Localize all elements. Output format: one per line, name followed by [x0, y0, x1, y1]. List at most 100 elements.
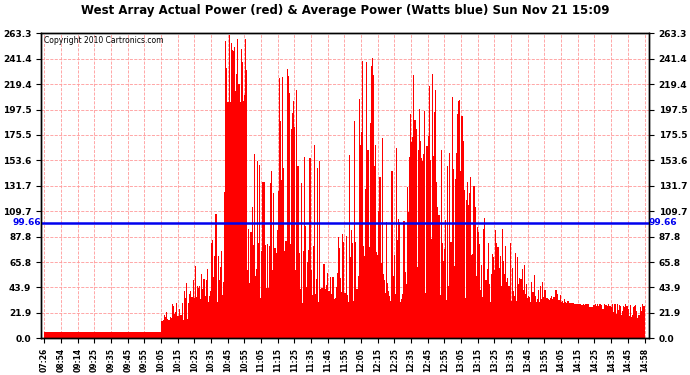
Bar	[52, 333, 54, 338]
Bar	[558, 300, 559, 338]
Bar	[514, 296, 515, 338]
Bar	[436, 182, 437, 338]
Bar	[430, 160, 431, 338]
Bar	[207, 269, 208, 338]
Bar	[241, 62, 243, 338]
Bar	[348, 302, 349, 338]
Bar	[342, 234, 344, 338]
Bar	[561, 302, 562, 338]
Bar	[115, 333, 116, 338]
Bar	[191, 297, 193, 338]
Bar	[305, 226, 306, 338]
Bar	[640, 308, 641, 338]
Bar	[132, 333, 133, 338]
Bar	[456, 153, 457, 338]
Bar	[451, 97, 453, 338]
Bar	[560, 295, 561, 338]
Bar	[366, 62, 367, 338]
Bar	[612, 304, 613, 338]
Bar	[84, 333, 86, 338]
Bar	[313, 246, 314, 338]
Bar	[172, 306, 174, 338]
Bar	[441, 150, 442, 338]
Bar	[622, 311, 623, 338]
Bar	[67, 333, 68, 338]
Bar	[599, 304, 600, 338]
Bar	[79, 333, 80, 338]
Bar	[323, 264, 324, 338]
Bar	[493, 256, 494, 338]
Bar	[92, 333, 93, 338]
Bar	[596, 306, 597, 338]
Bar	[565, 302, 566, 338]
Bar	[566, 303, 567, 338]
Bar	[644, 306, 645, 338]
Bar	[307, 262, 308, 338]
Bar	[353, 301, 354, 338]
Bar	[431, 238, 432, 338]
Bar	[114, 333, 115, 338]
Bar	[551, 296, 552, 338]
Bar	[317, 168, 318, 338]
Bar	[442, 243, 443, 338]
Bar	[557, 294, 558, 338]
Bar	[208, 302, 209, 338]
Bar	[425, 293, 426, 338]
Bar	[189, 294, 190, 338]
Bar	[102, 333, 103, 338]
Bar	[500, 256, 501, 338]
Bar	[108, 333, 110, 338]
Bar	[290, 244, 291, 338]
Bar	[273, 193, 275, 338]
Bar	[105, 333, 106, 338]
Bar	[128, 333, 129, 338]
Bar	[634, 306, 635, 338]
Bar	[587, 304, 588, 338]
Bar	[66, 333, 67, 338]
Bar	[609, 306, 610, 338]
Bar	[246, 70, 247, 338]
Bar	[406, 284, 407, 338]
Bar	[542, 282, 544, 338]
Bar	[213, 277, 215, 338]
Bar	[457, 114, 458, 338]
Bar	[413, 75, 415, 338]
Bar	[552, 299, 553, 338]
Bar	[125, 333, 126, 338]
Bar	[396, 148, 397, 338]
Bar	[350, 257, 351, 338]
Bar	[264, 182, 265, 338]
Bar	[506, 282, 507, 338]
Bar	[370, 123, 371, 338]
Bar	[162, 321, 163, 338]
Bar	[270, 183, 271, 338]
Bar	[277, 230, 278, 338]
Bar	[443, 261, 444, 338]
Bar	[210, 291, 211, 338]
Bar	[569, 303, 570, 338]
Bar	[538, 290, 539, 338]
Bar	[492, 254, 493, 338]
Bar	[582, 305, 583, 338]
Bar	[423, 154, 424, 338]
Bar	[271, 171, 273, 338]
Bar	[499, 268, 500, 338]
Bar	[325, 290, 326, 338]
Bar	[540, 286, 541, 338]
Bar	[373, 75, 374, 338]
Bar	[349, 155, 350, 338]
Bar	[618, 310, 619, 338]
Bar	[68, 333, 69, 338]
Bar	[365, 189, 366, 338]
Bar	[507, 278, 509, 338]
Bar	[293, 100, 294, 338]
Bar	[199, 286, 200, 338]
Bar	[78, 333, 79, 338]
Text: West Array Actual Power (red) & Average Power (Watts blue) Sun Nov 21 15:09: West Array Actual Power (red) & Average …	[81, 4, 609, 17]
Bar	[444, 249, 445, 338]
Bar	[133, 333, 135, 338]
Bar	[206, 280, 207, 338]
Bar	[583, 304, 584, 338]
Bar	[344, 293, 346, 338]
Bar	[220, 267, 221, 338]
